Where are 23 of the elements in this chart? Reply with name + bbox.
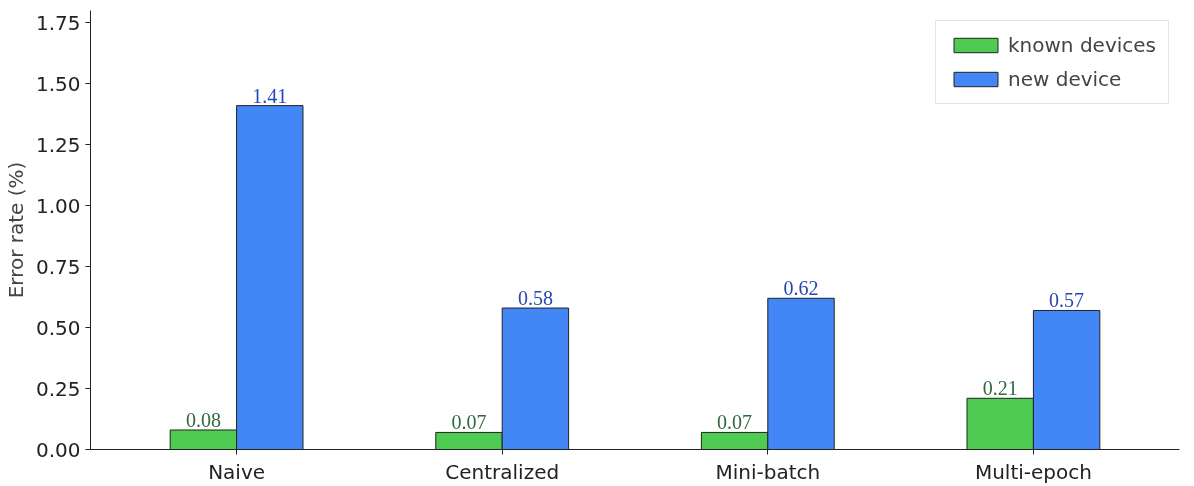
- y-axis-title: Error rate (%): [3, 161, 28, 299]
- data-label: 0.58: [517, 287, 553, 310]
- y-tick-label: 1.75: [35, 10, 81, 35]
- y-tick-label: 1.50: [35, 71, 81, 96]
- y-tick-label: 1.25: [35, 132, 81, 157]
- y-tick-label: 0.75: [35, 254, 81, 279]
- x-tick-label: Centralized: [445, 459, 560, 484]
- data-label: 0.62: [783, 277, 819, 300]
- legend-label: new device: [1008, 67, 1122, 91]
- y-tick-label: 0.00: [35, 437, 81, 462]
- y-tick-label: 1.00: [35, 193, 81, 218]
- y-tick-label: 0.50: [35, 315, 81, 340]
- x-tick-label: Naive: [208, 459, 266, 484]
- data-label: 0.57: [1049, 289, 1085, 312]
- x-tick-label: Mini-batch: [715, 459, 821, 484]
- data-label: 0.07: [451, 411, 487, 434]
- x-tick-label: Multi-epoch: [974, 459, 1092, 484]
- data-label: 0.21: [982, 377, 1018, 400]
- legend-label: known devices: [1008, 33, 1156, 57]
- data-label: 0.08: [185, 408, 221, 431]
- data-label: 0.07: [717, 411, 753, 434]
- y-tick-label: 0.25: [35, 376, 81, 401]
- data-label: 1.41: [252, 84, 288, 107]
